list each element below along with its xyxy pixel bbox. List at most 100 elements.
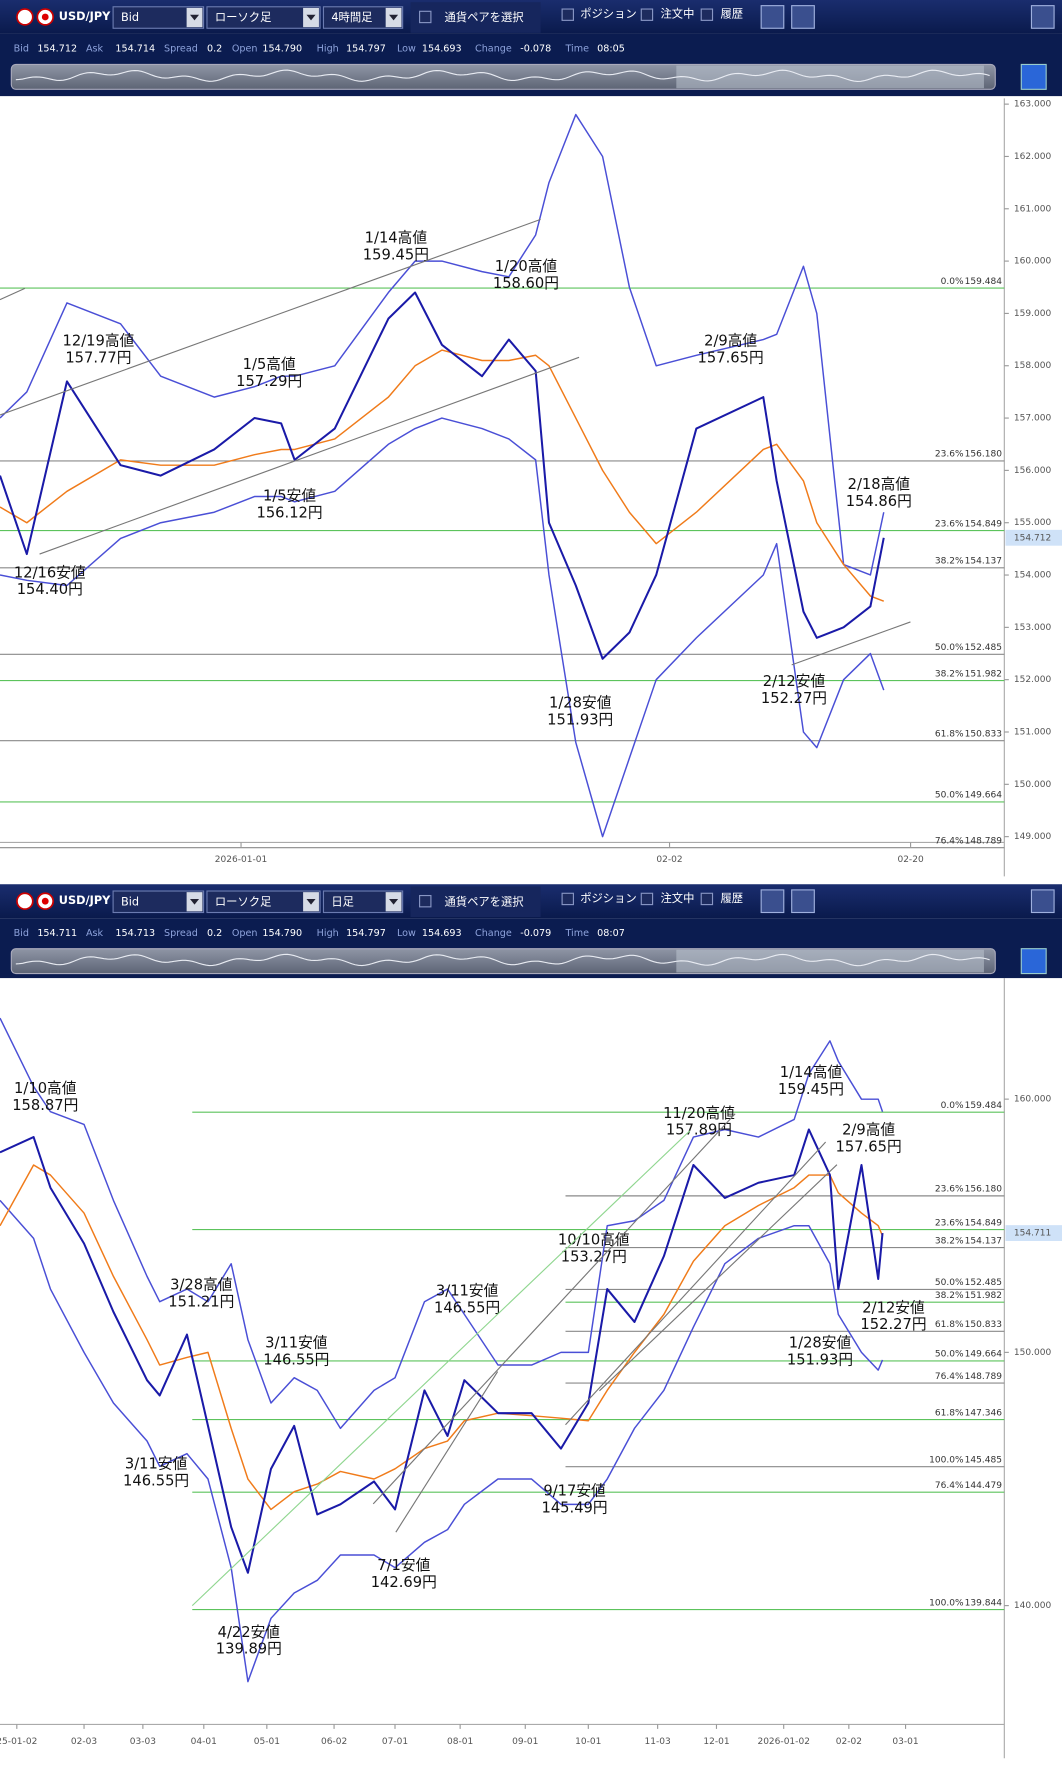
annotation: 12/19高値: [63, 332, 135, 349]
expand-button[interactable]: [1020, 63, 1047, 90]
annotation: 2/12安値: [763, 673, 826, 690]
plot-area: [0, 98, 1062, 877]
dropdown-arrow-icon: [190, 14, 200, 21]
annotation: 2/18高値: [848, 476, 911, 493]
info-value: 08:07: [597, 928, 625, 939]
navigator-window[interactable]: [676, 949, 984, 973]
tool-button[interactable]: [760, 889, 785, 914]
y-tick-label: 159.000: [1014, 309, 1052, 319]
x-tick-label: 2026-01-02: [757, 1737, 810, 1747]
x-tick-label: 12-01: [703, 1737, 729, 1747]
annotation-price: 142.69円: [371, 1574, 437, 1591]
fib-pct: 76.4%: [935, 836, 964, 846]
checkbox[interactable]: [561, 892, 574, 906]
fib-value: 148.789: [965, 1372, 1003, 1382]
bollinger-band: [0, 417, 885, 838]
fib-value: 148.789: [965, 836, 1003, 846]
flag-icon: [16, 892, 34, 910]
annotation: 3/11安値: [125, 1455, 188, 1472]
tool-button[interactable]: [1030, 889, 1055, 914]
info-value: 154.797: [346, 928, 386, 939]
price-line: [0, 291, 885, 660]
annotation: 2/12安値: [862, 1299, 925, 1316]
x-tick-label: 03-01: [892, 1737, 918, 1747]
fib-pct: 61.8%: [935, 1408, 964, 1418]
dropdown-text: Bid: [121, 11, 139, 24]
symbol: USD/JPY: [59, 894, 111, 907]
checkbox[interactable]: [700, 8, 714, 21]
info-value: -0.078: [520, 44, 551, 55]
fib-pct: 23.6%: [935, 519, 964, 529]
fib-value: 150.833: [965, 1320, 1003, 1330]
annotation-price: 157.89円: [666, 1122, 732, 1139]
annotation-price: 157.29円: [236, 373, 302, 390]
checkbox[interactable]: [561, 8, 574, 21]
annotation-price: 154.86円: [846, 493, 912, 510]
checkbox[interactable]: [419, 10, 432, 24]
check-label: ポジション: [580, 892, 637, 905]
tool-button[interactable]: [760, 5, 785, 29]
price-tag: [1005, 529, 1062, 546]
moving-average: [0, 349, 885, 602]
info-value: 08:05: [597, 44, 625, 55]
price-tag-label: 154.711: [1014, 1229, 1051, 1239]
tool-button[interactable]: [791, 5, 815, 29]
annotation: 11/20高値: [663, 1105, 735, 1122]
annotation: 2/9高値: [704, 332, 757, 349]
dropdown[interactable]: [112, 6, 205, 29]
checkbox[interactable]: [640, 8, 654, 21]
dropdown[interactable]: [322, 890, 404, 914]
info-value: 0.2: [207, 44, 222, 55]
fib-pct: 0.0%: [941, 1101, 964, 1111]
flag-icon: [16, 8, 34, 26]
annotation: 3/11安値: [436, 1282, 499, 1299]
dropdown-arrow-icon: [190, 898, 200, 905]
dropdown[interactable]: [112, 890, 205, 914]
y-tick-label: 162.000: [1014, 152, 1052, 162]
info-label: Change: [475, 928, 512, 939]
fib-value: 151.982: [965, 1291, 1002, 1301]
annotation: 2/9高値: [842, 1122, 895, 1139]
check-label: 注文中: [660, 891, 694, 905]
fib-value: 149.664: [965, 791, 1003, 801]
fib-value: 151.982: [965, 669, 1002, 679]
checkbox[interactable]: [419, 894, 432, 908]
annotation-price: 151.93円: [787, 1351, 853, 1368]
annotation: 10/10高値: [558, 1231, 630, 1248]
tool-button[interactable]: [791, 889, 815, 914]
dropdown[interactable]: [322, 6, 404, 29]
checkbox[interactable]: [700, 892, 714, 906]
dropdown[interactable]: [206, 890, 321, 914]
info-value: 154.713: [115, 928, 155, 939]
bollinger-band: [0, 1017, 884, 1430]
dropdown-text: 4時間足: [331, 11, 372, 24]
navigator-window[interactable]: [676, 65, 984, 89]
info-value: 0.2: [207, 928, 222, 939]
annotation-price: 151.93円: [547, 711, 613, 728]
info-value: -0.079: [520, 928, 551, 939]
fib-value: 156.180: [965, 1185, 1003, 1195]
fib-pct: 50.0%: [935, 1350, 964, 1360]
check-label: 履歴: [720, 892, 743, 905]
fib-value: 152.485: [965, 1278, 1002, 1288]
fib-value: 159.484: [965, 277, 1003, 287]
x-tick-label: 07-01: [382, 1737, 408, 1747]
checkbox[interactable]: [640, 892, 654, 906]
x-tick-label: 05-01: [254, 1737, 280, 1747]
y-tick-label: 153.000: [1014, 623, 1052, 633]
fib-value: 154.849: [965, 1218, 1003, 1228]
fib-pct: 38.2%: [935, 1236, 964, 1246]
dropdown-arrow-icon: [389, 14, 399, 21]
check-label: 履歴: [720, 8, 743, 21]
dropdown[interactable]: [206, 6, 321, 29]
annotation: 7/1安値: [377, 1557, 430, 1574]
annotation: 9/17安値: [543, 1482, 606, 1499]
expand-button[interactable]: [1020, 948, 1047, 975]
x-tick-label: 11-03: [645, 1737, 671, 1747]
y-tick-label: 156.000: [1014, 466, 1052, 476]
y-tick-label: 140.000: [1014, 1601, 1052, 1611]
tool-button[interactable]: [1030, 5, 1055, 29]
info-label: High: [317, 44, 339, 55]
annotation-price: 157.77円: [65, 349, 131, 366]
